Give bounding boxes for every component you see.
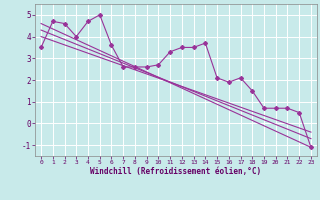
X-axis label: Windchill (Refroidissement éolien,°C): Windchill (Refroidissement éolien,°C) — [91, 167, 261, 176]
